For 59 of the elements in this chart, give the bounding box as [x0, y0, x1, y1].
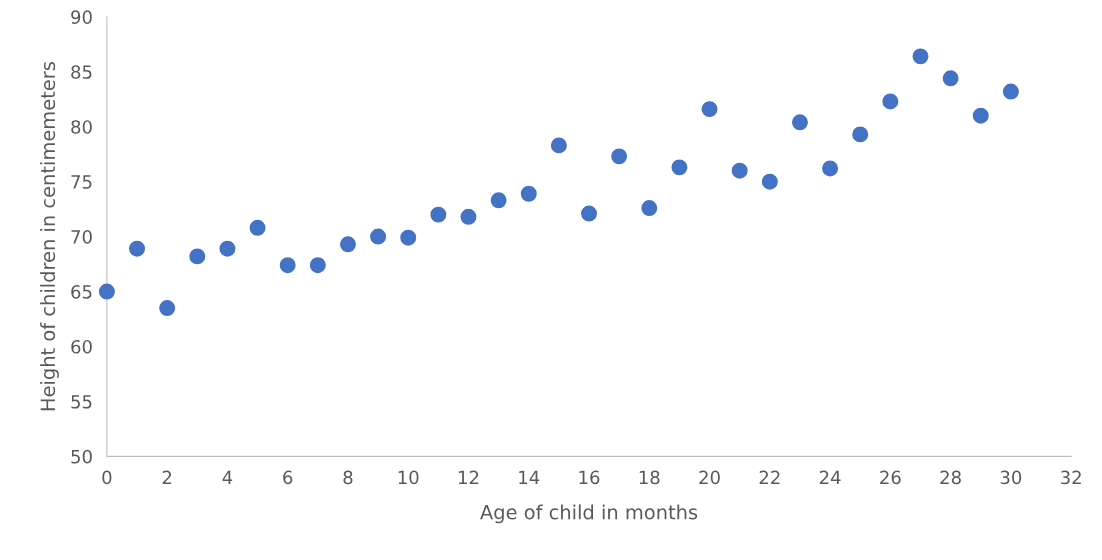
x-tick-label: 20: [699, 470, 720, 485]
y-tick-label: 90: [71, 10, 92, 24]
point: [309, 257, 326, 274]
point: [430, 206, 447, 223]
x-tick-label: 18: [639, 470, 660, 485]
x-tick-label: 0: [102, 470, 112, 485]
y-tick-label: 60: [71, 339, 92, 354]
point: [460, 208, 477, 225]
point: [520, 185, 537, 202]
point: [279, 257, 296, 274]
x-tick-label: 28: [940, 470, 961, 485]
point: [159, 300, 176, 317]
point: [701, 101, 718, 118]
point: [189, 248, 206, 265]
point: [550, 137, 567, 154]
x-tick-label: 22: [759, 470, 780, 485]
point: [249, 219, 266, 236]
y-tick-label: 65: [71, 285, 92, 299]
y-tick-label: 75: [71, 175, 92, 189]
x-axis-title: Age of child in months: [480, 504, 698, 524]
x-tick-label: 14: [519, 470, 540, 485]
point: [972, 107, 989, 124]
point: [731, 162, 748, 179]
x-tick-label: 8: [343, 470, 353, 485]
y-tick-label: 80: [71, 120, 92, 134]
point: [400, 229, 417, 246]
point: [761, 173, 778, 190]
x-tick-label: 6: [283, 470, 293, 485]
y-tick-label: 85: [71, 65, 92, 79]
y-tick-label: 50: [71, 449, 92, 464]
point: [912, 48, 929, 65]
point: [1002, 83, 1019, 100]
y-axis-title: Height of children in centimemeters: [40, 62, 59, 411]
x-tick-label: 16: [579, 470, 600, 485]
point: [641, 200, 658, 217]
point: [490, 192, 507, 209]
point: [370, 228, 387, 245]
x-tick-label: 4: [222, 470, 233, 485]
y-tick-label: 70: [71, 230, 92, 244]
x-tick-label: 26: [880, 470, 901, 485]
y-tick-label: 55: [71, 395, 92, 409]
x-tick-label: 30: [1000, 470, 1022, 485]
point: [852, 126, 869, 143]
point: [611, 148, 628, 165]
x-tick-label: 2: [162, 470, 172, 485]
point: [822, 160, 839, 177]
point: [671, 159, 688, 176]
point: [98, 283, 115, 300]
x-tick-label: 12: [458, 470, 479, 485]
point: [942, 70, 959, 87]
point: [791, 114, 808, 131]
point: [129, 240, 146, 257]
x-tick-label: 32: [1061, 470, 1081, 485]
point: [882, 93, 899, 110]
point: [219, 240, 236, 257]
point: [339, 236, 356, 253]
x-tick-label: 10: [398, 470, 419, 485]
point: [581, 205, 597, 222]
x-tick-label: 24: [819, 470, 841, 485]
